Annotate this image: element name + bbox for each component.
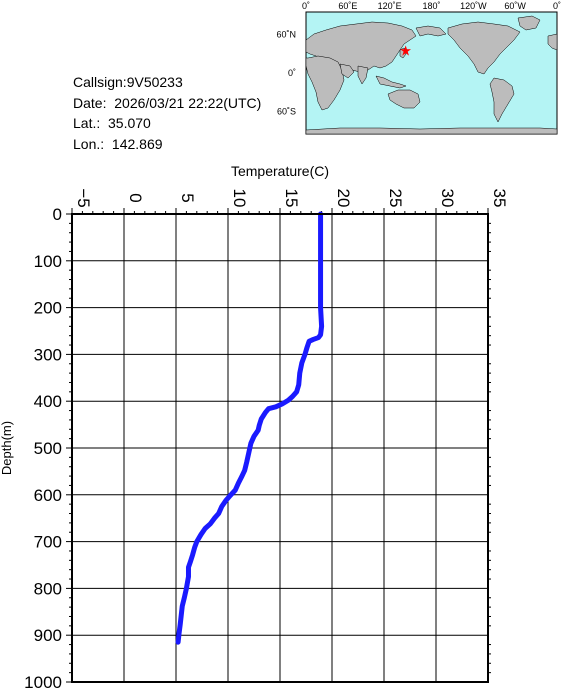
x-tick-label: 20 <box>334 189 353 208</box>
y-tick-label: 300 <box>34 345 62 364</box>
map-south-america <box>489 77 515 123</box>
map-latitude-label: 0˚ <box>288 68 296 78</box>
map-longitude-label: 120˚W <box>460 1 487 11</box>
x-tick-labels: −5 0 5 10 15 20 25 30 35 <box>74 188 509 207</box>
chart-grid <box>66 208 491 683</box>
y-tick-label: 1000 <box>24 673 62 690</box>
y-tick-label: 700 <box>34 533 62 552</box>
map-longitude-label: 180˚ <box>422 1 440 11</box>
x-axis-title: Temperature(C) <box>231 163 329 179</box>
map-longitude-label: 60˚W <box>504 1 526 11</box>
y-axis-title: Depth(m) <box>0 421 14 475</box>
x-tick-label: 30 <box>438 189 457 208</box>
map-longitude-label: 120˚E <box>378 1 402 11</box>
y-tick-labels: 0 100 200 300 400 500 600 700 800 900 1000 <box>24 205 62 692</box>
x-tick-label: −5 <box>74 188 93 207</box>
map-russia-east <box>415 25 447 37</box>
map-latitude-label: 60˚N <box>276 29 296 39</box>
temperature-depth-chart: Temperature(C) Depth(m) −5 0 5 10 15 20 25 30 35… <box>0 150 564 695</box>
map-indonesia <box>375 75 407 89</box>
metadata-block: Callsign:9V50233 Date: 2026/03/21 22:22(… <box>73 72 261 154</box>
latitude-label: Lat.: 35.070 <box>73 115 151 131</box>
y-tick-label: 0 <box>53 205 62 224</box>
date-label: Date: 2026/03/21 22:22(UTC) <box>73 94 262 111</box>
map-japan <box>399 47 407 59</box>
x-tick-label: 5 <box>178 193 197 202</box>
x-tick-label: 15 <box>282 189 301 208</box>
map-longitude-label: 60˚E <box>338 1 357 11</box>
map-arabia <box>339 63 355 79</box>
y-tick-label: 400 <box>34 392 62 411</box>
map-india <box>357 65 369 85</box>
location-marker-icon: ★ <box>399 42 412 58</box>
y-tick-label: 600 <box>34 486 62 505</box>
map-antarctica <box>305 127 558 135</box>
map-latitude-labels: 60˚N 0˚ 60˚S <box>276 29 296 116</box>
x-tick-label: 25 <box>386 189 405 208</box>
location-map: 0˚ 60˚E 120˚E 180˚ 120˚W 60˚W 0˚ 60˚N 0˚ 60˚S <box>0 0 564 140</box>
map-africa <box>305 55 345 111</box>
callsign-label: Callsign:9V50233 <box>73 74 183 90</box>
temperature-profile-line <box>175 211 325 645</box>
map-australia <box>387 89 421 109</box>
map-north-america <box>447 21 521 75</box>
longitude-label: Lon.: 142.869 <box>73 135 163 152</box>
y-tick-label: 900 <box>34 626 62 645</box>
map-europe-west <box>547 33 558 51</box>
map-longitude-label: 0˚ <box>553 1 561 11</box>
y-tick-label: 500 <box>34 439 62 458</box>
x-tick-label: 35 <box>490 189 509 208</box>
map-longitude-label: 0˚ <box>302 1 310 11</box>
y-tick-label: 800 <box>34 579 62 598</box>
x-tick-label: 10 <box>230 189 249 208</box>
x-tick-label: 0 <box>126 193 145 202</box>
plot-frame <box>71 213 489 683</box>
y-tick-label: 200 <box>34 299 62 318</box>
map-greenland <box>517 15 541 31</box>
temperature-series <box>175 211 325 645</box>
map-latitude-label: 60˚S <box>277 107 296 117</box>
y-tick-label: 100 <box>34 252 62 271</box>
map-landmasses <box>305 15 558 135</box>
